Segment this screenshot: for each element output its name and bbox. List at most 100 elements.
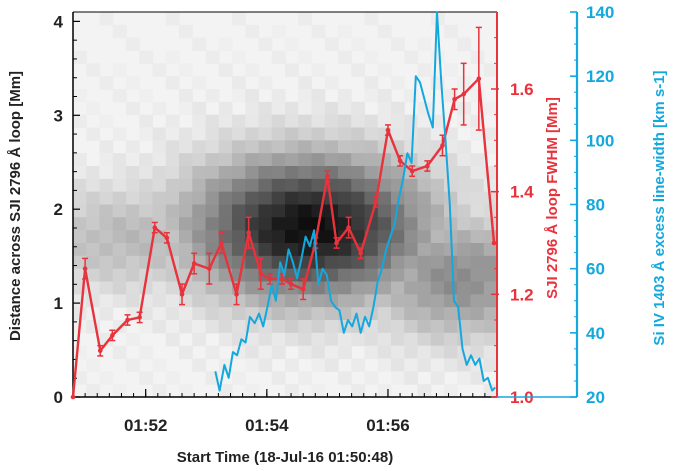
heatmap-cell [271,307,286,321]
heatmap-cell [99,371,114,385]
heatmap-cell [364,127,379,141]
heatmap-cell [377,332,392,347]
heatmap-cell [483,320,498,334]
heatmap-cell [285,307,299,321]
heatmap-cell [245,89,260,103]
heatmap-cell [364,153,379,167]
heatmap-cell [112,345,127,360]
heatmap-cell [86,204,101,218]
heatmap-cell [311,89,326,103]
heatmap-cell [271,371,286,385]
heatmap-cell [457,243,472,257]
heatmap-cell [364,294,379,308]
heatmap-cell [444,166,458,180]
heatmap-cell [192,114,207,129]
heatmap-cell [152,178,167,193]
heatmap-cell [311,114,326,129]
data-point [373,199,379,205]
heatmap-cell [483,307,498,321]
heatmap-cell [364,345,379,360]
x-tick-label: 01:54 [245,416,289,435]
heatmap-cell [73,294,87,308]
heatmap-cell [205,153,220,167]
heatmap-cell [417,358,432,372]
heatmap-cell [351,255,366,270]
heatmap-cell [351,166,366,180]
heatmap-cell [377,178,392,193]
heatmap-cell [179,153,193,167]
heatmap-cell [404,127,419,141]
heatmap-cell [285,384,299,398]
heatmap-cell [417,204,432,218]
heatmap-cell [152,191,167,206]
heatmap-cell [391,230,405,244]
heatmap-cell [351,140,366,154]
data-point [191,261,197,266]
heatmap-cell [457,332,472,347]
heatmap-cell [377,204,392,218]
heatmap-cell [126,140,140,154]
heatmap-cell [139,178,154,193]
heatmap-cell [417,243,432,257]
heatmap-cell [470,114,485,129]
heatmap-cell [73,89,87,103]
heatmap-cell [417,320,432,334]
heatmap-cell [245,114,260,129]
heatmap-cell [298,204,313,218]
heatmap-cell [258,230,273,244]
heatmap-cell [430,114,445,129]
heatmap-cell [192,127,207,141]
heatmap-cell [232,153,246,167]
data-point [476,76,482,82]
heatmap-cell [218,320,233,334]
heatmap-cell [391,114,405,129]
heatmap-cell [404,371,419,385]
heatmap-cell [298,12,313,26]
heatmap-cell [205,127,220,141]
heatmap-cell [285,217,299,231]
heatmap-cell [311,345,326,360]
heatmap-cell [232,307,246,321]
heatmap-cell [391,294,405,308]
heatmap-cell [73,153,87,167]
heatmap-cell [152,127,167,141]
heatmap-cell [364,76,379,90]
heatmap-cell [338,294,352,308]
heatmap-cell [245,204,260,218]
heatmap-cell [298,101,313,116]
heatmap-cell [218,307,233,321]
heatmap-cell [179,204,193,218]
heatmap-cell [377,255,392,270]
heatmap-cell [205,217,220,231]
heatmap-cell [430,307,445,321]
heatmap-cell [404,191,419,206]
heatmap-cell [86,268,101,283]
heatmap-cell [391,76,405,90]
heatmap-cell [73,166,87,180]
heatmap-cell [338,24,352,39]
heatmap-cell [285,178,299,193]
heatmap-cell [470,89,485,103]
heatmap-cell [271,50,286,64]
heatmap-cell [86,320,101,334]
heatmap-cell [258,243,273,257]
heatmap-cell [99,166,114,180]
heatmap-cell [364,89,379,103]
heatmap-cell [298,345,313,360]
heatmap-cell [324,140,339,154]
heatmap-cell [179,127,193,141]
heatmap-cell [391,166,405,180]
heatmap-cell [377,230,392,244]
right-2-tick-label: 80 [586,196,605,215]
heatmap-cell [179,217,193,231]
left-tick-label: 1 [54,294,63,313]
heatmap-cell [351,37,366,52]
heatmap-cell [86,166,101,180]
heatmap-cell [245,178,260,193]
series-group [214,11,496,392]
heatmap-cell [483,178,498,193]
heatmap-cell [86,358,101,372]
heatmap-cell [285,204,299,218]
heatmap-cell [324,332,339,347]
heatmap-cell [245,24,260,39]
